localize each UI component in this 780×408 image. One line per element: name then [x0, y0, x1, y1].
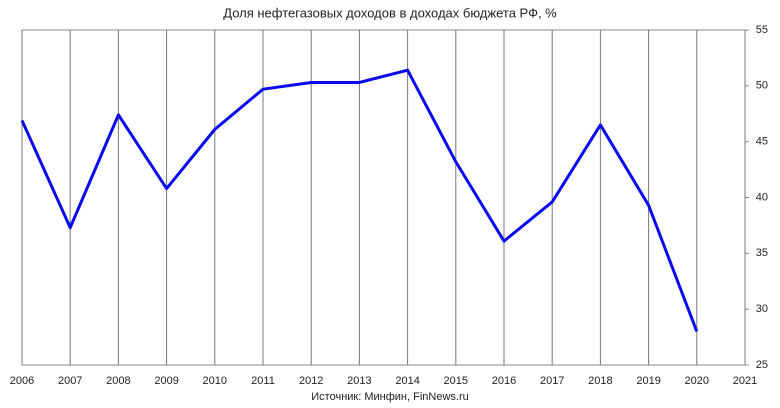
source-note: Источник: Минфин, FinNews.ru: [311, 391, 468, 403]
y-tick-label: 55: [756, 24, 768, 36]
x-tick-label: 2020: [685, 375, 709, 387]
x-tick-label: 2009: [154, 375, 178, 387]
x-tick-label: 2016: [492, 375, 516, 387]
x-tick-label: 2018: [588, 375, 612, 387]
x-tick-label: 2021: [733, 375, 757, 387]
y-tick-label: 25: [756, 359, 768, 371]
x-tick-label: 2013: [347, 375, 371, 387]
x-tick-label: 2014: [395, 375, 419, 387]
y-tick-label: 40: [756, 191, 768, 203]
x-tick-label: 2007: [58, 375, 82, 387]
y-tick-label: 45: [756, 136, 768, 148]
x-tick-label: 2012: [299, 375, 323, 387]
x-tick-label: 2011: [251, 375, 275, 387]
y-tick-label: 35: [756, 247, 768, 259]
x-tick-label: 2019: [636, 375, 660, 387]
x-tick-label: 2006: [10, 375, 34, 387]
x-tick-label: 2010: [203, 375, 227, 387]
data-line: [20, 68, 699, 333]
y-tick-label: 50: [756, 80, 768, 92]
x-tick-label: 2015: [444, 375, 468, 387]
plot-frame: [21, 29, 746, 366]
x-tick-label: 2008: [106, 375, 130, 387]
x-tick-label: 2017: [540, 375, 564, 387]
chart-title: Доля нефтегазовых доходов в доходах бюдж…: [223, 5, 557, 20]
y-tick-label: 30: [756, 303, 768, 315]
